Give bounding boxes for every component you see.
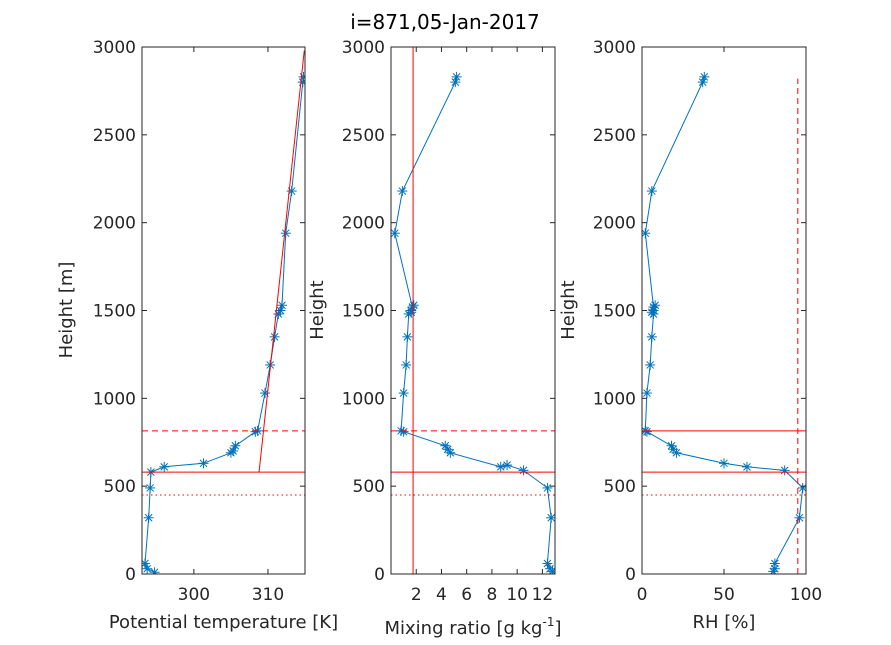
- data-point: [642, 426, 652, 437]
- series-1: [391, 71, 555, 574]
- data-point: [769, 558, 780, 569]
- x-tick-label: 6: [461, 585, 472, 605]
- data-point: [280, 228, 291, 239]
- y-tick-label: 2500: [93, 126, 136, 146]
- data-point: [646, 186, 657, 197]
- y-tick-label: 0: [125, 565, 136, 585]
- data-point: [143, 512, 154, 523]
- y-tick-label: 3000: [93, 38, 136, 58]
- data-point: [198, 458, 209, 469]
- y-axis-label: Height [m]: [56, 262, 77, 359]
- y-tick-label: 1000: [342, 389, 385, 409]
- y-tick-label: 1500: [93, 302, 136, 322]
- y-tick-label: 0: [625, 565, 636, 585]
- x-tick-label: 8: [487, 585, 498, 605]
- reference-line-solid: [258, 50, 305, 473]
- series-2: [258, 50, 305, 473]
- x-tick-label: 310: [252, 585, 284, 605]
- y-axis-label: Height: [558, 280, 579, 340]
- panel-3: 0 500 1000 1500 2000 2500 3000 0 50 100 RH [%] Heig…: [558, 38, 822, 633]
- profile-line: [144, 76, 304, 573]
- x-tick-label: 300: [178, 585, 210, 605]
- data-point: [495, 461, 506, 472]
- y-axis-label: Height: [307, 280, 328, 340]
- data-point: [397, 186, 408, 197]
- data-point: [286, 186, 297, 197]
- data-point: [398, 388, 409, 399]
- data-point: [779, 465, 790, 476]
- data-point: [298, 71, 305, 82]
- data-point: [269, 331, 280, 342]
- y-tick-label: 0: [374, 565, 385, 585]
- data-point: [402, 331, 413, 342]
- x-axis-label: RH [%]: [693, 612, 756, 633]
- data-point: [502, 460, 513, 471]
- data-point: [666, 440, 677, 451]
- x-tick-label: 12: [532, 585, 554, 605]
- y-tick-label: 2500: [342, 126, 385, 146]
- data-point: [546, 512, 555, 523]
- data-point: [642, 228, 651, 239]
- data-point: [277, 300, 288, 311]
- figure-title: i=871,05-Jan-2017: [350, 10, 540, 34]
- data-point: [642, 388, 652, 399]
- y-tick-label: 1500: [593, 302, 636, 322]
- data-point: [646, 331, 657, 342]
- data-point: [542, 482, 553, 493]
- y-tick-label: 1000: [93, 389, 136, 409]
- data-point: [149, 567, 160, 574]
- y-tick-label: 2500: [593, 126, 636, 146]
- data-point: [544, 563, 555, 574]
- x-tick-label: 50: [713, 585, 735, 605]
- x-axis-label: Potential temperature [K]: [109, 612, 338, 633]
- x-tick-label: 0: [637, 585, 648, 605]
- y-tick-label: 2000: [593, 214, 636, 234]
- data-point: [645, 359, 656, 370]
- data-point: [230, 440, 241, 451]
- panel-2: 0 500 1000 1500 2000 2500 3000 2 4 6 8 10 12 Mixing r…: [307, 38, 561, 639]
- y-tick-label: 500: [104, 477, 136, 497]
- data-point: [794, 512, 805, 523]
- series-1: [142, 71, 305, 574]
- y-tick-label: 3000: [593, 38, 636, 58]
- y-tick-label: 500: [353, 477, 385, 497]
- x-axis-label: Mixing ratio [g kg-1]: [385, 615, 562, 639]
- data-point: [719, 458, 729, 469]
- data-point: [768, 566, 779, 574]
- data-point: [699, 71, 710, 82]
- y-tick-label: 1000: [593, 389, 636, 409]
- panel-1: 0 500 1000 1500 2000 2500 3000 300 310 Potential …: [56, 38, 338, 633]
- data-point: [440, 440, 451, 451]
- data-point: [797, 482, 806, 493]
- y-tick-label: 2000: [342, 214, 385, 234]
- y-tick-label: 1500: [342, 302, 385, 322]
- x-tick-label: 4: [436, 585, 447, 605]
- data-point: [142, 558, 150, 569]
- data-point: [648, 301, 659, 312]
- data-point: [275, 305, 286, 316]
- y-tick-label: 500: [604, 477, 636, 497]
- data-point: [451, 71, 462, 82]
- x-tick-label: 10: [506, 585, 528, 605]
- data-point: [401, 359, 412, 370]
- data-point: [297, 77, 305, 88]
- data-point: [741, 461, 752, 472]
- data-point: [518, 465, 529, 476]
- data-point: [391, 228, 400, 239]
- series-1: [642, 71, 806, 574]
- x-tick-label: 2: [411, 585, 422, 605]
- y-tick-label: 3000: [342, 38, 385, 58]
- data-point: [159, 461, 170, 472]
- data-point: [407, 301, 418, 312]
- profile-line: [644, 76, 804, 572]
- x-tick-label: 100: [790, 585, 822, 605]
- y-tick-label: 2000: [93, 214, 136, 234]
- profile-line: [394, 76, 553, 572]
- data-point: [542, 558, 553, 569]
- data-point: [259, 388, 270, 399]
- data-point: [145, 482, 156, 493]
